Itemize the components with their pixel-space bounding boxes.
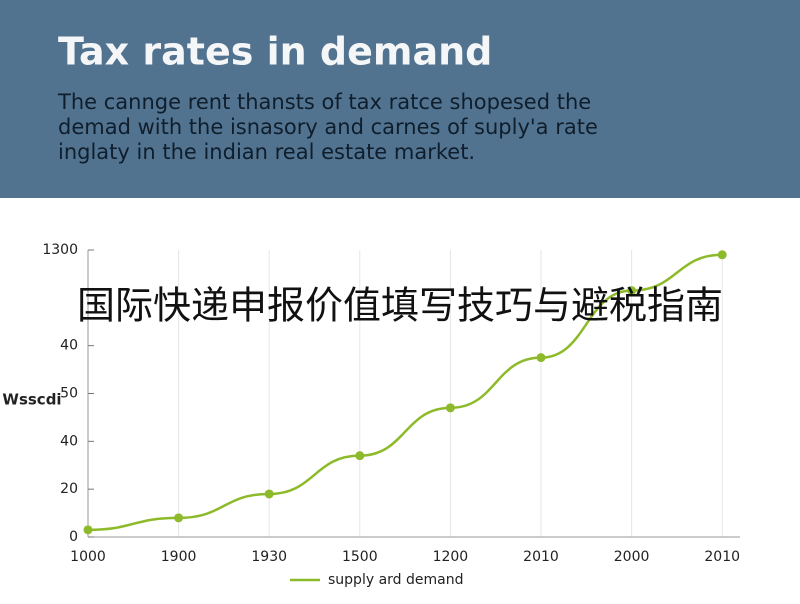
y-tick-label: 40	[60, 338, 78, 354]
y-tick-label: 40	[60, 433, 78, 449]
data-point	[717, 250, 727, 260]
data-line	[87, 253, 723, 532]
y-tick-label: 1300	[42, 242, 78, 258]
x-tick-label: 2000	[614, 549, 650, 565]
x-tick-label: 1900	[161, 549, 197, 565]
data-point	[627, 286, 637, 296]
subtitle-line: The cannge rent thansts of tax ratce sho…	[57, 90, 591, 114]
x-tick-label: 1000	[70, 549, 106, 565]
x-tick-label: 1500	[342, 549, 378, 565]
data-point	[355, 451, 365, 461]
subtitle-line: demad with the isnasory and carnes of su…	[58, 115, 598, 139]
y-tick-label: 50	[60, 386, 78, 402]
plot: 0 20 40 50 40 1300 1000 1900 1930 1500 1200 2010 200…	[42, 242, 740, 588]
y-tick-label: 0	[69, 529, 78, 545]
data-point	[264, 489, 274, 499]
x-tick-label: 2010	[704, 549, 740, 565]
data-point	[83, 525, 93, 535]
subtitle-line: inglaty in the indian real estate market…	[58, 140, 475, 164]
x-tick-label: 2010	[523, 549, 559, 565]
data-point	[445, 403, 455, 413]
data-point	[536, 353, 546, 363]
chart-title: Tax rates in demand	[58, 30, 492, 74]
x-tick-label: 1930	[251, 549, 287, 565]
y-tick-label: 20	[60, 481, 78, 497]
x-tick-label: 1200	[433, 549, 469, 565]
header-band	[0, 0, 800, 198]
legend-label: supply ard demand	[328, 572, 463, 588]
overlay-text: 国际快递申报价值填写技巧与避税指南	[77, 284, 723, 328]
y-axis-label: Wsscdi	[2, 391, 61, 409]
data-point	[174, 513, 184, 523]
